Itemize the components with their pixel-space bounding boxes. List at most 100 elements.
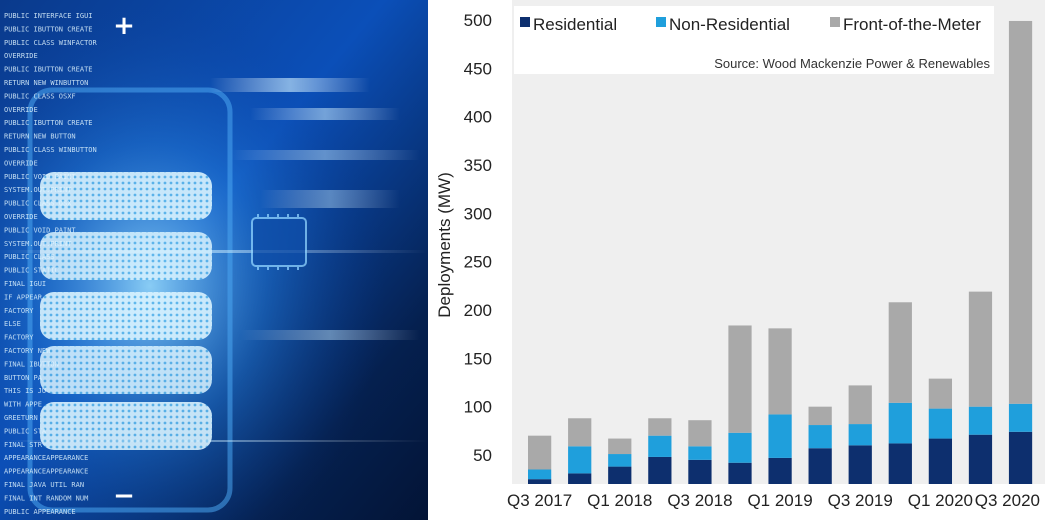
bar-non-residential — [728, 432, 752, 463]
y-tick-label: 400 — [464, 108, 492, 127]
x-axis-ticks: Q3 2017 Q1 2018 Q3 2018 Q1 2019 Q3 2019 Q1 20… — [507, 491, 1040, 510]
code-line: PUBLIC VOID PAINT — [4, 226, 76, 234]
bar-front-of-meter — [968, 291, 993, 407]
code-line: PUBLIC CLASS OSX — [4, 200, 72, 208]
x-tick-label: Q1 2019 — [747, 491, 812, 510]
bar-front-of-meter — [888, 302, 912, 403]
code-line: IF APPEAR — [4, 293, 43, 301]
code-line: PUBLIC IBUTTON CREATE — [4, 119, 93, 127]
code-line: PUBLIC IBUTTON CREATE — [4, 25, 93, 33]
bar-front-of-meter — [928, 378, 953, 409]
legend-swatch — [520, 17, 530, 27]
code-line: FINAL STR — [4, 441, 43, 449]
legend-item-non-residential: Non-Residential — [656, 15, 790, 34]
minus-icon: − — [113, 481, 135, 511]
bar-front-of-meter — [768, 328, 792, 415]
bar-front-of-meter — [528, 435, 552, 470]
bar-residential — [648, 456, 672, 484]
code-line: FINAL IGUI — [4, 280, 46, 288]
code-line: PUBLIC APPEARANCE — [4, 508, 76, 516]
x-tick-label: Q1 2020 — [908, 491, 973, 510]
bar-residential — [608, 466, 632, 484]
chip-icon — [251, 214, 307, 270]
y-tick-label: 200 — [464, 301, 492, 320]
legend: Residential Non-Residential Front-of-the-M… — [514, 6, 994, 74]
legend-swatch — [830, 17, 840, 27]
code-line: RETURN NEW WINBUTTON — [4, 79, 88, 87]
code-line: OVERRIDE — [4, 52, 38, 60]
stacked-bar-chart: 50 100 150 200 250 300 350 400 450 500 Q3 2017 Q1 … — [435, 0, 1045, 510]
y-axis-label: Deployments (MW) — [435, 172, 454, 317]
y-tick-label: 350 — [464, 156, 492, 175]
code-overlay: PUBLIC INTERFACE IGUI PUBLIC IBUTTON CREA… — [4, 12, 98, 516]
code-line: PUBLIC STA — [4, 427, 47, 435]
bar-non-residential — [608, 454, 632, 467]
bar-residential — [928, 438, 953, 484]
bar-non-residential — [888, 402, 912, 444]
bar-residential — [528, 479, 552, 484]
code-line: PUBLIC STATIC — [4, 267, 59, 275]
bar-non-residential — [648, 435, 672, 457]
code-line: WITH APPE — [4, 401, 42, 409]
code-line: SYSTEM.OUT.PRINT — [4, 186, 72, 194]
legend-swatch — [656, 17, 666, 27]
bar-non-residential — [688, 446, 712, 460]
code-line: FACTORY — [4, 334, 34, 342]
legend-label: Residential — [533, 15, 617, 34]
bar-residential — [568, 473, 592, 484]
source-note: Source: Wood Mackenzie Power & Renewable… — [714, 56, 990, 71]
bar-residential — [768, 457, 792, 484]
bar-non-residential — [568, 446, 592, 474]
bar-non-residential — [808, 425, 832, 449]
bar-residential — [1008, 431, 1033, 484]
bar-non-residential — [968, 406, 993, 435]
bars — [528, 20, 1033, 484]
x-tick-label: Q3 2019 — [828, 491, 893, 510]
code-line: PUBLIC CLASS OSXF — [4, 92, 76, 100]
plus-icon: + — [113, 11, 135, 41]
code-line: OVERRIDE — [4, 213, 38, 221]
bar-non-residential — [1008, 403, 1033, 432]
bar-front-of-meter — [848, 385, 872, 425]
bar-front-of-meter — [808, 406, 832, 426]
bar-front-of-meter — [1008, 20, 1033, 404]
y-tick-label: 150 — [464, 349, 492, 368]
y-axis-ticks: 50 100 150 200 250 300 350 400 450 500 — [464, 11, 492, 465]
code-line: APPEARANCEAPPEARANCE — [4, 468, 88, 476]
code-line: PUBLIC VOID PAINT — [4, 173, 76, 181]
legend-background — [514, 6, 994, 74]
code-line: FACTORY NEW — [4, 347, 51, 355]
bar-front-of-meter — [568, 418, 592, 447]
bar-front-of-meter — [648, 418, 672, 436]
code-line: THIS IS JU — [4, 387, 46, 395]
code-line: PUBLIC CLASS — [4, 253, 55, 261]
server-rack-image: PUBLIC INTERFACE IGUI PUBLIC IBUTTON CREA… — [0, 0, 428, 520]
code-line: PUBLIC IBUTTON CREATE — [4, 66, 93, 74]
bar-front-of-meter — [688, 420, 712, 447]
bar-front-of-meter — [608, 438, 632, 455]
bar-residential — [848, 445, 872, 484]
code-line: FINAL IBUTTON — [4, 360, 59, 368]
legend-item-residential: Residential — [520, 15, 617, 34]
code-line: GREETURN — [4, 414, 38, 422]
bar-non-residential — [928, 408, 953, 439]
code-line: FINAL JAVA UTIL RAN — [4, 481, 84, 489]
y-tick-label: 300 — [464, 204, 492, 223]
bar-non-residential — [528, 469, 552, 480]
code-line: FINAL INT RANDOM NUM — [4, 494, 88, 502]
code-line: FACTORY — [4, 307, 34, 315]
code-line: BUTTON PA — [4, 374, 43, 382]
bar-front-of-meter — [728, 325, 752, 433]
bar-non-residential — [848, 424, 872, 446]
code-line: PUBLIC CLASS WINFACTOR — [4, 39, 98, 47]
bar-non-residential — [768, 414, 792, 458]
code-line: ELSE — [4, 320, 21, 328]
y-tick-label: 500 — [464, 11, 492, 30]
code-line: PUBLIC CLASS WINBUTTON — [4, 146, 97, 154]
code-line: RETURN NEW BUTTON — [4, 133, 76, 141]
code-line: PUBLIC INTERFACE IGUI — [4, 12, 93, 20]
legend-label: Non-Residential — [669, 15, 790, 34]
code-line: OVERRIDE — [4, 106, 38, 114]
legend-label: Front-of-the-Meter — [843, 15, 981, 34]
